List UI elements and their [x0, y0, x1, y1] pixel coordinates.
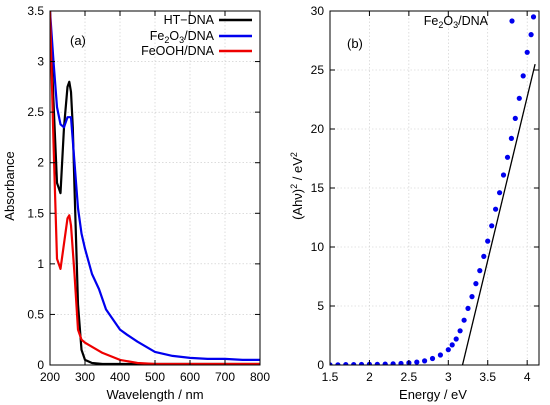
data-point — [330, 362, 333, 365]
data-point — [343, 362, 349, 365]
data-point — [461, 317, 467, 323]
data-point — [512, 115, 518, 121]
legend: Fe2O3/DNA — [424, 14, 515, 30]
x-tick-label: 700 — [215, 370, 235, 384]
plot-frame — [329, 10, 540, 366]
data-point — [422, 358, 428, 364]
series-group — [50, 11, 260, 365]
data-point — [457, 328, 463, 334]
data-point — [449, 342, 455, 348]
data-point — [508, 135, 514, 141]
data-point — [524, 49, 530, 55]
legend-label-fe2o3-dna-b: Fe2O3/DNA — [424, 14, 489, 30]
panel-label-b: (b) — [347, 36, 363, 51]
y-tick-label: 25 — [311, 63, 325, 77]
data-point — [445, 347, 451, 353]
legend-label-feooh-dna: FeOOH/DNA — [141, 44, 215, 58]
y-tick-label: 2.5 — [27, 105, 44, 119]
tick-group: 1.5 2 2.5 3 3.5 4 0 5 10 15 20 25 30 — [311, 4, 539, 384]
data-point — [374, 361, 380, 365]
y-tick-label: 0 — [317, 358, 324, 372]
x-tick-label: 2 — [366, 370, 373, 384]
x-tick-label: 3 — [445, 370, 452, 384]
y-tick-label: 2 — [37, 156, 44, 170]
panel-label-a: (a) — [70, 33, 86, 48]
x-tick-label: 4 — [524, 370, 531, 384]
legend-swatch-fe2o3-dna-b — [509, 18, 515, 24]
data-point — [500, 172, 507, 178]
data-point — [489, 223, 495, 229]
data-point — [485, 238, 491, 244]
data-point — [398, 360, 404, 365]
y-axis-label-b: (Ahν)2 / eV2 — [289, 152, 305, 220]
data-point — [351, 362, 357, 365]
data-point — [504, 154, 511, 160]
y-tick-label: 0.5 — [27, 307, 44, 321]
series-line-feooh-dna — [50, 11, 260, 365]
y-tick-label: 3 — [37, 55, 44, 69]
legend-label-fe2o3-dna: Fe2O3/DNA — [150, 29, 215, 45]
data-point — [497, 190, 503, 196]
data-point — [469, 294, 475, 300]
x-tick-label: 800 — [250, 370, 270, 384]
data-point — [465, 305, 471, 311]
x-tick-label: 200 — [40, 370, 60, 384]
series-points-fe2o3-dna — [330, 14, 537, 365]
y-tick-label: 15 — [311, 181, 325, 195]
data-point — [493, 206, 499, 212]
y-tick-label: 3.5 — [27, 4, 44, 18]
grid — [49, 10, 261, 366]
x-axis-label-b: Energy / eV — [399, 387, 467, 402]
data-point — [477, 268, 483, 274]
data-point — [481, 253, 487, 259]
data-point — [414, 359, 420, 365]
series-line-fit — [461, 63, 536, 365]
data-point — [528, 31, 534, 38]
x-tick-label: 500 — [145, 370, 165, 384]
series-group — [330, 14, 537, 365]
data-point — [437, 352, 443, 358]
data-point — [516, 95, 522, 101]
data-point — [530, 14, 537, 20]
axes-frame — [329, 10, 540, 366]
y-tick-label: 30 — [311, 4, 325, 18]
y-tick-label: 0 — [37, 358, 44, 372]
legend-label-ht-dna: HT−DNA — [164, 13, 215, 27]
x-tick-label: 600 — [180, 370, 200, 384]
legend: HT−DNA Fe2O3/DNA FeOOH/DNA — [141, 13, 252, 58]
data-point — [429, 355, 436, 362]
x-tick-label: 3.5 — [479, 370, 496, 384]
data-point — [473, 281, 479, 287]
y-tick-label: 5 — [317, 299, 324, 313]
x-tick-label: 300 — [75, 370, 95, 384]
x-axis-label-a: Wavelength / nm — [106, 387, 203, 402]
series-line-fe2o3-dna — [50, 11, 260, 361]
y-tick-label: 20 — [311, 122, 325, 136]
data-point — [520, 73, 526, 79]
data-point — [358, 361, 365, 365]
y-axis-label-a: Absorbance — [2, 151, 17, 220]
y-tick-label: 10 — [311, 240, 325, 254]
data-point — [335, 362, 341, 365]
panel-a: 200 300 400 500 600 700 800 0 0.5 1 1.5 2 2.5 3 3.5 (a… — [2, 4, 270, 402]
grid — [329, 10, 539, 366]
panel-b: 1.5 2 2.5 3 3.5 4 0 5 10 15 20 25 30 (b) Energy / eV… — [289, 4, 540, 402]
data-point — [382, 361, 388, 365]
data-point — [453, 336, 459, 342]
x-tick-label: 400 — [110, 370, 130, 384]
x-tick-label: 2.5 — [401, 370, 418, 384]
tick-group: 200 300 400 500 600 700 800 0 0.5 1 1.5 2 2.5 3 3.5 — [27, 4, 270, 384]
data-point — [390, 361, 396, 365]
x-tick-label: 1.5 — [322, 370, 339, 384]
y-tick-label: 1.5 — [27, 206, 44, 220]
y-tick-label: 1 — [37, 257, 44, 271]
